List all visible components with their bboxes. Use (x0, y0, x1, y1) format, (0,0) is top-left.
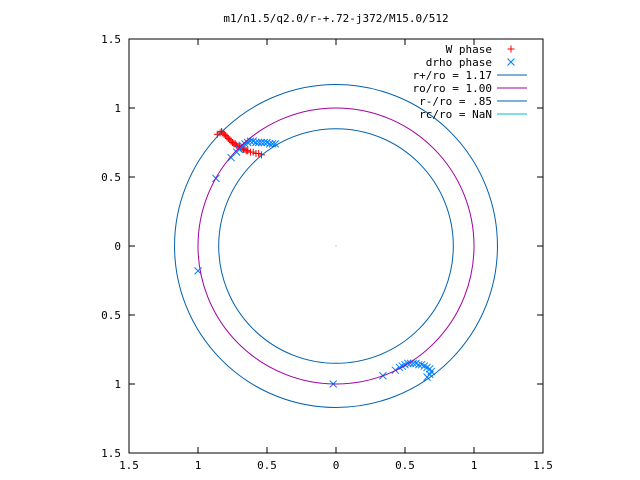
data-point (423, 373, 431, 381)
y-tick-label: 1.5 (101, 447, 121, 460)
x-tick-label: 0.5 (395, 459, 415, 472)
x-tick-label: 1.5 (533, 459, 553, 472)
y-tick-label: 1.5 (101, 33, 121, 46)
x-tick-label: 1.5 (119, 459, 139, 472)
y-tick-label: 0 (114, 240, 121, 253)
x-tick-label: 0 (333, 459, 340, 472)
data-point (252, 138, 260, 147)
y-tick-label: 0.5 (101, 309, 121, 322)
circle-series (218, 128, 454, 364)
legend-label: W phase (446, 43, 492, 56)
legend-label: drho phase (426, 56, 492, 69)
legend-marker (507, 58, 515, 66)
legend-marker (507, 45, 515, 53)
y-tick-label: 1 (114, 378, 121, 391)
plot-series (174, 84, 498, 408)
circle-series (197, 107, 475, 385)
data-point (227, 153, 235, 162)
data-point (257, 138, 266, 147)
legend-label: r-/ro = .85 (419, 95, 492, 108)
data-point (254, 138, 263, 147)
legend-label: rc/ro = NaN (419, 108, 492, 121)
legend-label: ro/ro = 1.00 (413, 82, 492, 95)
x-tick-label: 1 (471, 459, 478, 472)
y-tick-label: 1 (114, 102, 121, 115)
data-point (265, 140, 274, 148)
y-tick-label: 0.5 (101, 171, 121, 184)
x-tick-label: 0.5 (257, 459, 277, 472)
legend-label: r+/ro = 1.17 (413, 69, 492, 82)
axes: 1.5 1 0.5 0 0.5 1 1.51.510.500.511.5 (101, 33, 553, 472)
x-tick-label: 1 (195, 459, 202, 472)
chart-title: m1/n1.5/q2.0/r-+.72-j372/M15.0/512 (223, 12, 448, 25)
data-point (271, 140, 280, 148)
circle-series (174, 84, 498, 408)
